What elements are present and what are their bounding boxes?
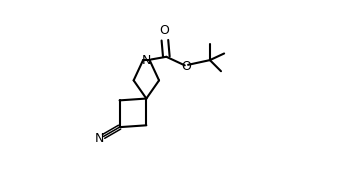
- Text: O: O: [159, 24, 169, 37]
- Text: N: N: [95, 132, 104, 145]
- Text: O: O: [182, 60, 191, 73]
- Text: N: N: [142, 54, 151, 67]
